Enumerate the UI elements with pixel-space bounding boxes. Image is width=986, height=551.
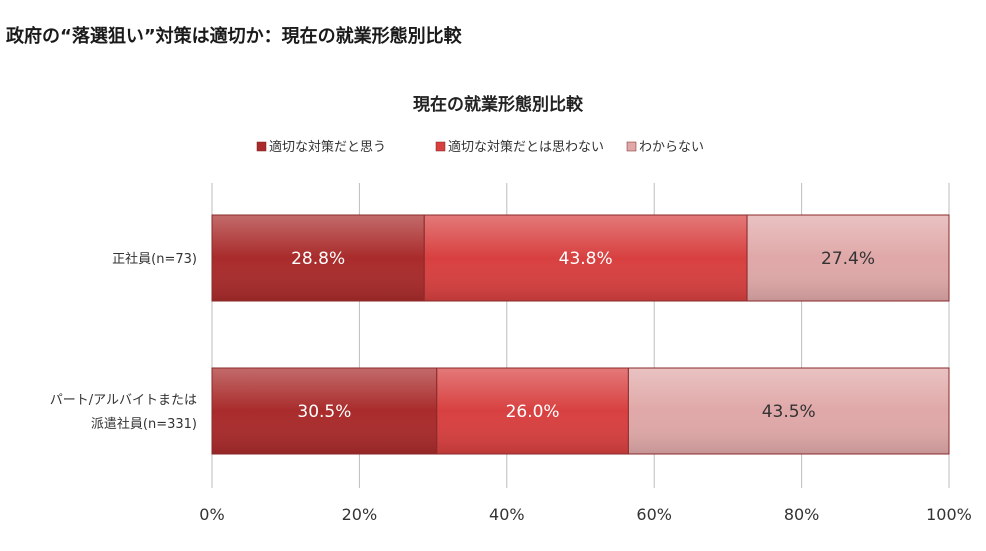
- category-label: パート/アルバイトまたは: [50, 393, 197, 408]
- data-label: 26.0%: [506, 402, 560, 422]
- legend-label: 適切な対策だと思う: [269, 139, 386, 155]
- chart-title: 現在の就業形態別比較: [413, 94, 584, 115]
- x-tick-label: 20%: [342, 505, 378, 524]
- data-label: 27.4%: [821, 249, 875, 269]
- data-label: 28.8%: [291, 249, 345, 269]
- legend-swatch: [435, 141, 446, 152]
- bar-segment-shade: [423, 214, 748, 302]
- chart-legend: 適切な対策だと思う 適切な対策だとは思わない わからない: [256, 139, 704, 155]
- bar-segment-shade: [746, 214, 950, 302]
- x-tick-label: 40%: [489, 505, 525, 524]
- category-label: 正社員(n=73): [112, 251, 197, 267]
- category-label: 派遣社員(n=331): [91, 416, 197, 432]
- legend-swatch: [626, 141, 637, 152]
- chart-bars: 28.8% 43.8% 27.4% 30.5% 26.0% 43.5%: [211, 214, 950, 455]
- data-label: 30.5%: [297, 402, 351, 422]
- bar-segment-shade: [436, 367, 629, 455]
- legend-swatch: [256, 141, 267, 152]
- page-heading: 政府の“落選狙い”対策は適切か：現在の就業形態別比較: [6, 26, 462, 47]
- x-tick-label: 80%: [784, 505, 820, 524]
- data-label: 43.8%: [559, 249, 613, 269]
- x-tick-label: 60%: [636, 505, 672, 524]
- x-tick-label: 100%: [926, 505, 972, 524]
- x-tick-label: 0%: [199, 505, 224, 524]
- bar-segment-shade: [211, 214, 425, 302]
- data-label: 43.5%: [762, 402, 816, 422]
- bar-segment-shade: [211, 367, 438, 455]
- legend-label: わからない: [639, 140, 704, 155]
- x-tick-labels: 0% 20% 40% 60% 80% 100%: [199, 505, 972, 524]
- bar-segment-shade: [627, 367, 950, 455]
- legend-label: 適切な対策だとは思わない: [448, 139, 604, 155]
